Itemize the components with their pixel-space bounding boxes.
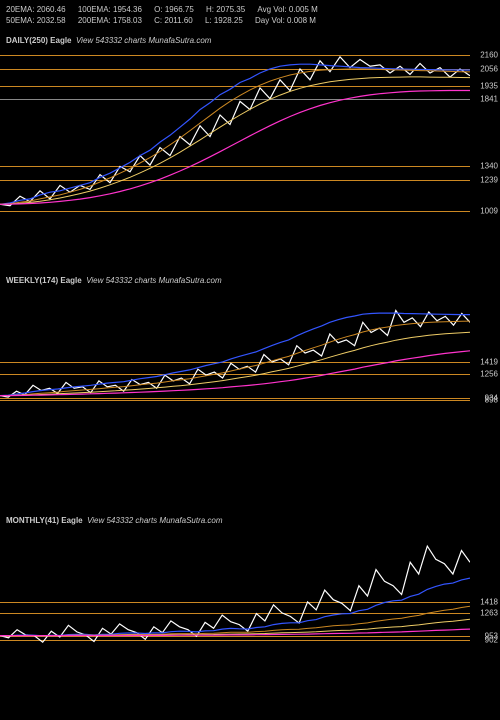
chart-panel-monthly: MONTHLY(41) Eagle View 543332 charts Mun… bbox=[0, 516, 500, 706]
chart-panel-daily: DAILY(250) Eagle View 543332 charts Muna… bbox=[0, 36, 500, 226]
chart-panel-weekly: WEEKLY(174) Eagle View 543332 charts Mun… bbox=[0, 276, 500, 466]
y-axis-label: 1263 bbox=[480, 609, 498, 618]
y-axis-label: 1340 bbox=[480, 162, 498, 171]
chart-svg bbox=[0, 530, 470, 706]
y-axis-label: 1419 bbox=[480, 357, 498, 366]
y-axis-label: 1841 bbox=[480, 94, 498, 103]
y-axis-label: 902 bbox=[485, 635, 498, 644]
y-axis-label: 1418 bbox=[480, 598, 498, 607]
series-price bbox=[0, 311, 470, 398]
series-ema100 bbox=[0, 77, 470, 204]
series-price bbox=[0, 57, 470, 206]
series-ema20 bbox=[0, 64, 470, 204]
y-axis-label: 898 bbox=[485, 396, 498, 405]
chart-svg bbox=[0, 50, 470, 226]
series-ema50 bbox=[0, 69, 470, 204]
header-stats: 20EMA: 2060.46 100EMA: 1954.36 O: 1966.7… bbox=[6, 4, 328, 26]
y-axis-label: 2056 bbox=[480, 65, 498, 74]
y-axis-label: 1239 bbox=[480, 176, 498, 185]
y-axis-label: 1256 bbox=[480, 369, 498, 378]
y-axis-label: 1009 bbox=[480, 207, 498, 216]
chart-svg bbox=[0, 290, 470, 466]
series-price bbox=[0, 546, 470, 642]
panel-title: WEEKLY(174) Eagle View 543332 charts Mun… bbox=[6, 276, 222, 285]
panel-title: DAILY(250) Eagle View 543332 charts Muna… bbox=[6, 36, 211, 45]
y-axis-label: 1935 bbox=[480, 81, 498, 90]
series-ema200 bbox=[0, 91, 470, 205]
y-axis-label: 2160 bbox=[480, 51, 498, 60]
panel-title: MONTHLY(41) Eagle View 543332 charts Mun… bbox=[6, 516, 223, 525]
series-ema50 bbox=[0, 606, 470, 636]
series-ema50 bbox=[0, 321, 470, 396]
